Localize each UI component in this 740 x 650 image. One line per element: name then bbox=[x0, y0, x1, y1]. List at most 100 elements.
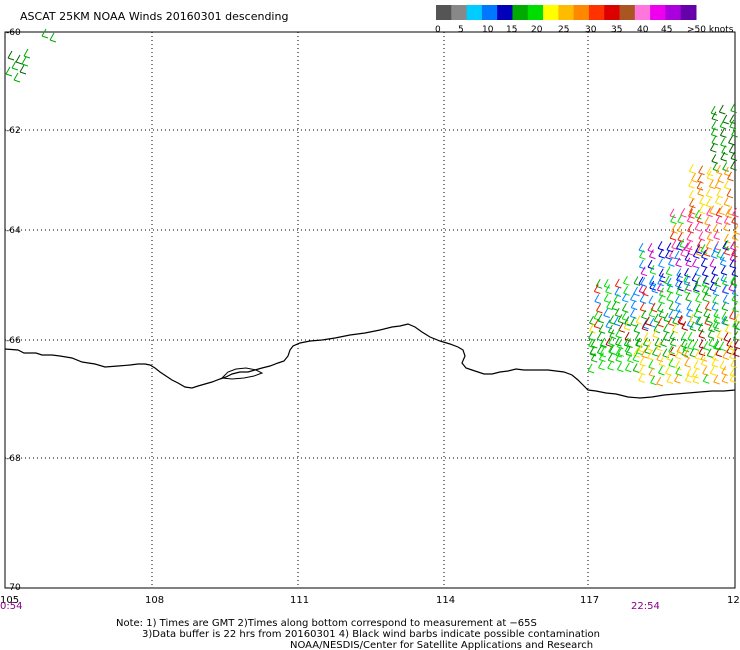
wind-barb bbox=[701, 250, 708, 260]
wind-barb bbox=[711, 266, 718, 276]
wind-barb bbox=[599, 338, 607, 349]
wind-barb bbox=[713, 314, 721, 324]
lon-label-117: 117 bbox=[580, 595, 599, 606]
wind-barb bbox=[625, 346, 633, 357]
wind-barb bbox=[652, 328, 659, 339]
wind-barb bbox=[709, 258, 717, 269]
wind-barb bbox=[693, 360, 701, 370]
wind-barb bbox=[621, 303, 629, 313]
wind-barb bbox=[722, 114, 729, 125]
wind-barb bbox=[691, 173, 698, 183]
footnote-line-2: 3)Data buffer is 22 hrs from 20160301 4)… bbox=[142, 629, 600, 640]
wind-barb bbox=[623, 320, 631, 331]
wind-barb bbox=[650, 375, 657, 386]
wind-barb bbox=[715, 214, 723, 225]
wind-barb bbox=[677, 214, 684, 225]
wind-barb bbox=[624, 331, 632, 342]
wind-barb bbox=[719, 256, 727, 267]
wind-barb bbox=[608, 344, 615, 355]
wind-barb bbox=[671, 323, 679, 334]
wind-barb bbox=[653, 323, 661, 334]
wind-barb bbox=[723, 197, 731, 207]
wind-barb bbox=[667, 316, 675, 327]
wind-barb bbox=[687, 223, 694, 234]
wind-barb bbox=[666, 283, 674, 294]
wind-barb bbox=[666, 292, 674, 303]
wind-barb bbox=[730, 151, 738, 161]
wind-barb bbox=[652, 347, 659, 357]
legend-swatch bbox=[466, 5, 483, 20]
wind-barb bbox=[723, 215, 731, 226]
wind-barb bbox=[729, 367, 737, 378]
wind-barb bbox=[668, 358, 676, 368]
wind-barb bbox=[633, 323, 641, 334]
legend-swatch bbox=[588, 5, 605, 20]
wind-barb bbox=[706, 166, 714, 177]
time-label-left: 0:54 bbox=[0, 601, 22, 612]
legend-label-35: 35 bbox=[611, 25, 622, 35]
wind-barb bbox=[702, 292, 709, 303]
wind-barb bbox=[636, 345, 643, 356]
legend-swatch bbox=[619, 5, 636, 20]
wind-barb bbox=[656, 352, 663, 363]
wind-barb bbox=[711, 154, 718, 164]
wind-barb bbox=[683, 242, 691, 253]
wind-barb bbox=[676, 272, 683, 283]
lat-label-70: -70 bbox=[6, 583, 21, 593]
lon-label-120: 120 bbox=[727, 595, 740, 606]
legend-swatch bbox=[436, 5, 452, 20]
legend-swatch bbox=[497, 5, 513, 20]
wind-barb bbox=[687, 331, 695, 342]
wind-barb bbox=[648, 249, 656, 260]
wind-barb bbox=[698, 165, 705, 176]
wind-barb bbox=[703, 247, 711, 257]
wind-barb bbox=[695, 246, 703, 257]
wind-barb bbox=[705, 188, 713, 199]
lat-lon-grid bbox=[5, 32, 735, 588]
coastline-inlet bbox=[220, 367, 264, 380]
wind-barb bbox=[697, 186, 704, 197]
wind-barb bbox=[722, 350, 729, 360]
wind-barb bbox=[723, 221, 730, 232]
wind-barb bbox=[714, 241, 721, 251]
wind-barb bbox=[630, 292, 637, 303]
wind-barb bbox=[733, 330, 740, 341]
wind-barb bbox=[709, 142, 717, 153]
wind-barb bbox=[709, 205, 716, 216]
wind-barb bbox=[617, 314, 625, 324]
wind-barbs bbox=[5, 28, 740, 387]
wind-barb bbox=[692, 341, 699, 351]
wind-barb bbox=[632, 352, 640, 363]
wind-barb bbox=[630, 300, 638, 311]
wind-barb bbox=[674, 373, 681, 384]
wind-barb bbox=[683, 273, 690, 284]
lat-label-68: -68 bbox=[6, 454, 21, 464]
wind-barb bbox=[728, 135, 735, 146]
wind-barb bbox=[21, 56, 29, 67]
wind-barb bbox=[720, 151, 727, 162]
wind-barb bbox=[729, 119, 736, 130]
wind-barb bbox=[596, 332, 604, 342]
wind-barb bbox=[596, 303, 603, 314]
wind-barb bbox=[629, 309, 637, 319]
wind-barb bbox=[688, 189, 696, 200]
legend-label-25: 25 bbox=[558, 25, 569, 35]
wind-barb bbox=[660, 337, 667, 347]
wind-barb bbox=[641, 309, 648, 320]
wind-barb bbox=[702, 374, 710, 384]
wind-barb bbox=[609, 329, 616, 340]
wind-barb bbox=[702, 366, 709, 376]
wind-barb bbox=[674, 295, 682, 305]
wind-barb bbox=[722, 294, 730, 305]
wind-barb bbox=[632, 363, 640, 373]
wind-barb bbox=[726, 188, 734, 199]
wind-barb bbox=[705, 240, 713, 250]
wind-barb bbox=[711, 111, 719, 122]
wind-barb bbox=[607, 353, 615, 363]
wind-barb bbox=[719, 119, 727, 130]
wind-barb bbox=[701, 278, 709, 288]
wind-barb bbox=[669, 230, 677, 241]
wind-barb bbox=[686, 240, 693, 251]
wind-barb bbox=[701, 267, 709, 277]
